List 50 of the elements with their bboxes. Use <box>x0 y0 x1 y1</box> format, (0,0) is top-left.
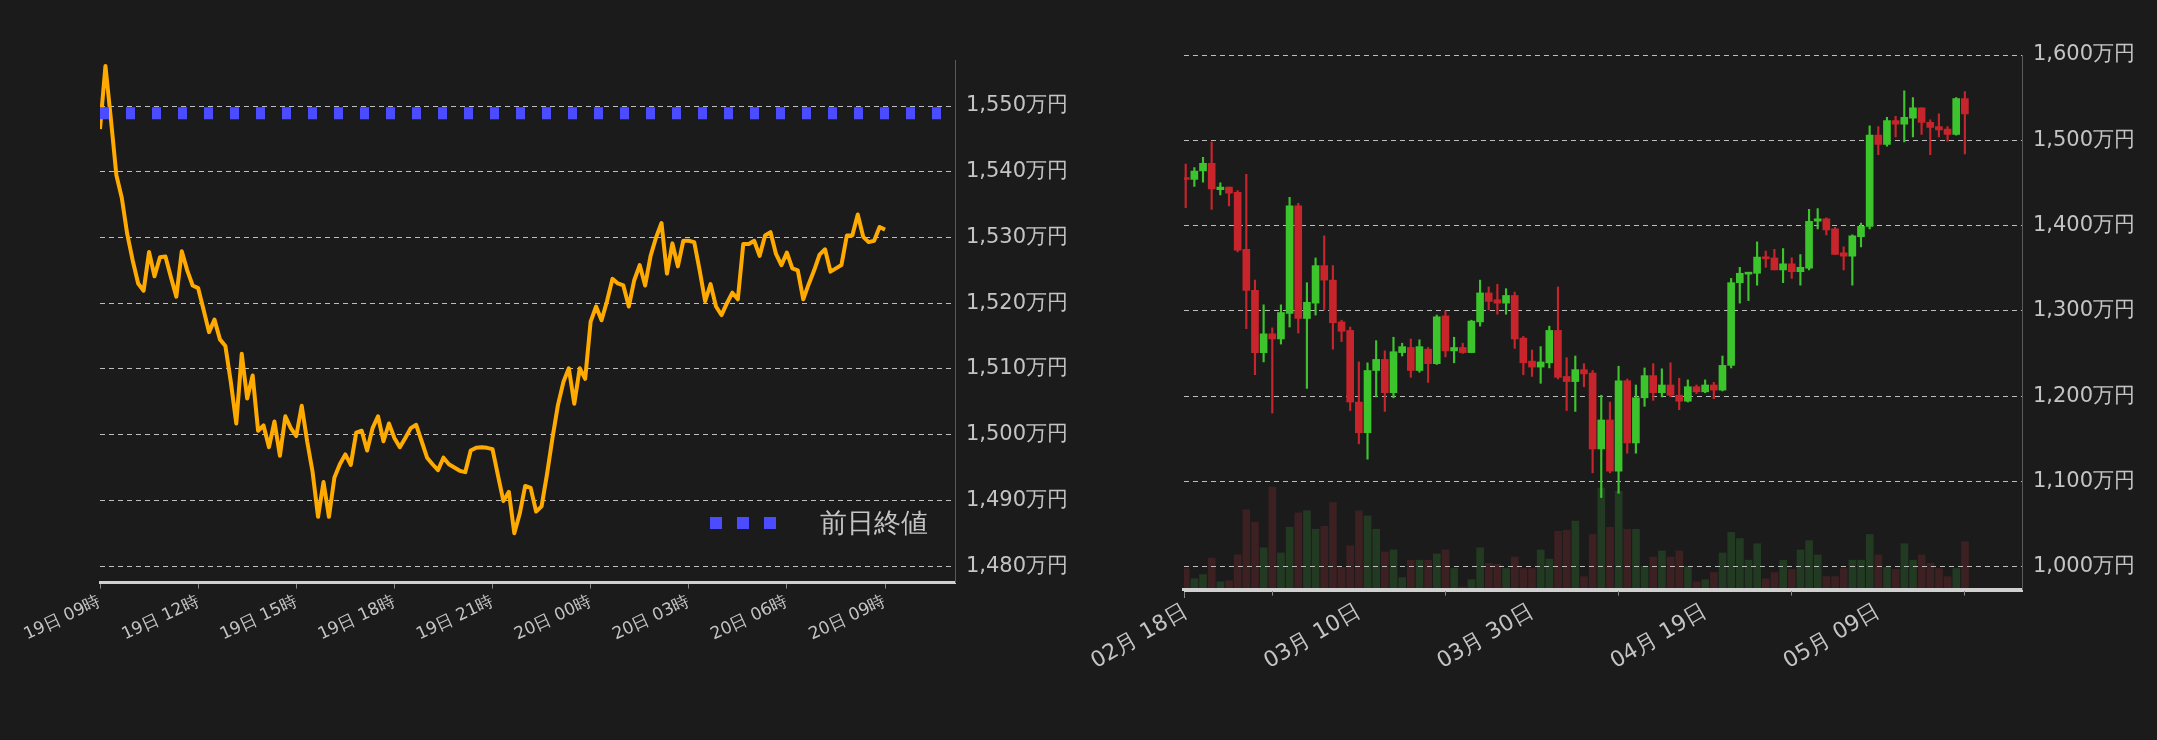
bar <box>1623 528 1632 590</box>
bar <box>1961 541 1969 590</box>
y-tick-label: 1,540万円 <box>965 158 1069 183</box>
bar <box>1891 569 1900 590</box>
bar <box>1424 559 1432 590</box>
bar <box>1183 568 1190 590</box>
y-tick-label: 1,600万円 <box>2032 41 2136 66</box>
bar <box>1779 559 1787 590</box>
x-tick-label: 03月 30日 <box>1432 597 1538 673</box>
x-tick-label: 20日 03時 <box>608 590 693 644</box>
bar <box>1381 551 1389 590</box>
x-tick-label: 05月 09日 <box>1778 597 1884 673</box>
y-tick-label: 1,200万円 <box>2032 382 2136 407</box>
x-tick-label: 19日 12時 <box>118 590 202 644</box>
x-tick-label: 20日 00時 <box>510 590 595 644</box>
y-tick-label: 1,530万円 <box>965 223 1069 248</box>
x-tick-label: 20日 09時 <box>805 590 889 644</box>
x-tick-label: 20日 06時 <box>707 590 791 644</box>
y-tick-label: 1,500万円 <box>965 421 1069 446</box>
y-tick-label: 1,100万円 <box>2032 467 2136 492</box>
y-tick-label: 1,400万円 <box>2032 211 2136 236</box>
y-tick-label: 1,000万円 <box>2032 553 2136 578</box>
y-tick-label: 1,550万円 <box>965 92 1069 117</box>
y-tick-label: 1,500万円 <box>2032 126 2136 151</box>
y-tick-label: 1,300万円 <box>2032 297 2136 322</box>
y-tick-label: 1,490万円 <box>965 486 1069 511</box>
y-tick-label: 1,520万円 <box>965 289 1069 314</box>
bar <box>1502 568 1510 590</box>
bar <box>1207 557 1216 590</box>
bar <box>1649 556 1658 590</box>
bar <box>1432 553 1441 590</box>
bar <box>1658 550 1666 590</box>
y-tick-label: 1,510万円 <box>965 355 1069 380</box>
bar <box>1294 512 1303 590</box>
legend-label: 前日終値 <box>819 505 928 540</box>
bar <box>1606 526 1614 590</box>
x-tick-label: 19日 21時 <box>412 590 497 644</box>
x-tick-label: 19日 09時 <box>20 590 104 644</box>
bar <box>1883 567 1891 590</box>
bar <box>1684 566 1692 590</box>
bar <box>1450 568 1458 590</box>
x-tick-label: 04月 19日 <box>1605 597 1711 673</box>
y-tick-label: 1,480万円 <box>965 552 1069 577</box>
x-tick-label: 19日 18時 <box>314 590 398 644</box>
bar <box>1787 569 1796 590</box>
x-tick-label: 19日 15時 <box>216 590 300 644</box>
bar <box>1710 572 1718 590</box>
bar <box>1406 559 1415 590</box>
bar <box>1268 486 1277 590</box>
x-tick-label: 03月 10日 <box>1259 597 1365 673</box>
